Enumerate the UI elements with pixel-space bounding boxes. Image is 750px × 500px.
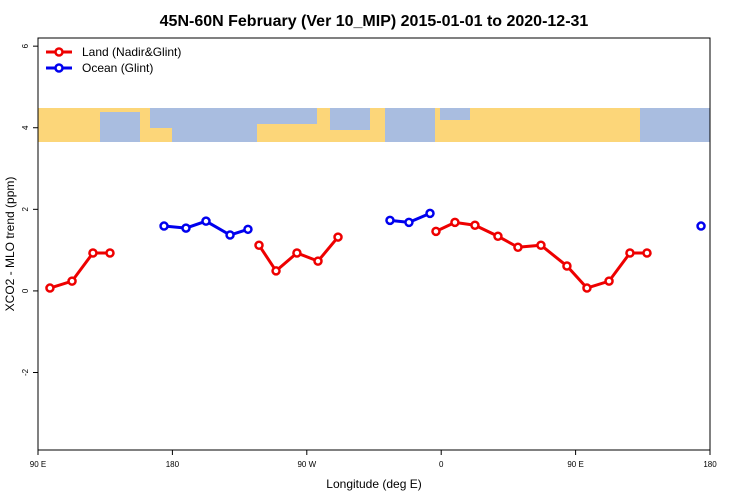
x-tick-label: 90 E — [567, 460, 583, 469]
x-tick-label: 90 W — [297, 460, 316, 469]
map-ocean — [150, 108, 172, 128]
y-tick-label: 0 — [21, 288, 30, 293]
legend-marker — [54, 63, 64, 73]
legend-label: Land (Nadir&Glint) — [82, 45, 181, 59]
data-point — [88, 248, 98, 258]
legend-label: Ocean (Glint) — [82, 61, 153, 75]
data-point — [254, 240, 264, 250]
data-point — [493, 231, 503, 241]
data-point — [181, 223, 191, 233]
data-point — [313, 256, 323, 266]
map-ocean — [100, 112, 140, 142]
data-point — [536, 240, 546, 250]
chart-title: 45N-60N February (Ver 10_MIP) 2015-01-01… — [160, 13, 589, 30]
x-tick-label: 180 — [166, 460, 180, 469]
data-point — [470, 220, 480, 230]
map-ocean — [385, 108, 435, 142]
map-ocean — [257, 108, 317, 124]
data-point — [201, 216, 211, 226]
legend-marker — [54, 47, 64, 57]
data-point — [105, 248, 115, 258]
map-ocean — [172, 108, 257, 142]
data-point — [385, 215, 395, 226]
map-ocean — [330, 108, 370, 130]
map-band — [38, 108, 710, 142]
data-point — [333, 232, 343, 242]
data-point — [292, 248, 302, 258]
data-point — [696, 221, 706, 231]
y-tick-label: 2 — [21, 207, 30, 212]
map-ocean — [440, 108, 470, 120]
y-tick-label: 4 — [21, 125, 30, 130]
plot-frame — [37, 37, 711, 451]
data-point — [67, 276, 77, 286]
data-point — [45, 283, 55, 293]
data-point — [604, 276, 614, 286]
y-axis-label: XCO2 - MLO trend (ppm) — [3, 177, 17, 312]
series-line — [49, 220, 647, 290]
data-point — [404, 217, 414, 228]
data-point — [625, 248, 635, 258]
data-point — [450, 217, 460, 228]
y-tick-label: 6 — [21, 43, 30, 48]
data-point — [562, 261, 572, 271]
x-axis-label: Longitude (deg E) — [326, 477, 421, 491]
data-point — [225, 230, 235, 240]
data-point — [431, 226, 441, 237]
data-point — [425, 208, 435, 219]
map-ocean — [640, 108, 710, 142]
x-tick-label: 90 E — [30, 460, 46, 469]
data-point — [271, 266, 281, 276]
x-tick-label: 180 — [703, 460, 717, 469]
y-tick-label: -2 — [21, 368, 30, 376]
data-point — [642, 248, 652, 258]
data-point — [513, 242, 523, 253]
data-point — [243, 224, 253, 235]
data-point — [582, 283, 592, 293]
data-point — [159, 221, 169, 231]
x-tick-label: 0 — [439, 460, 444, 469]
